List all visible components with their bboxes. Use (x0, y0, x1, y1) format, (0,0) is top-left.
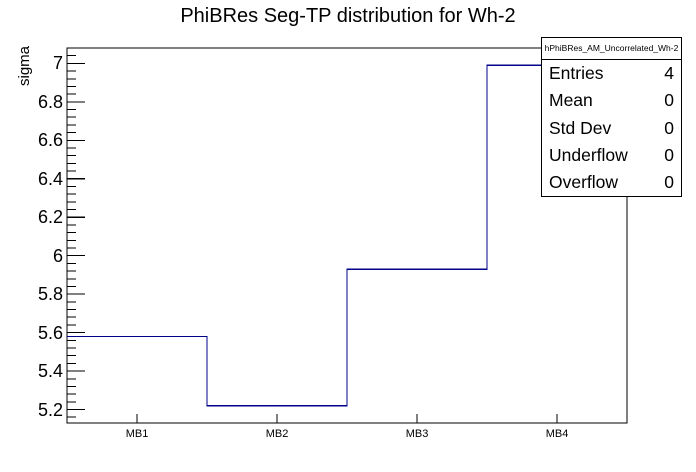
stats-row-label: Entries (549, 63, 604, 84)
y-tick-label: 6.4 (37, 168, 63, 189)
x-tick-label: MB2 (265, 428, 289, 440)
stats-row-label: Std Dev (549, 117, 612, 138)
y-tick-label: 5.4 (37, 361, 63, 382)
y-tick-label: 6.8 (37, 91, 63, 112)
y-tick-label: 5.6 (37, 322, 63, 343)
stats-row: Entries 4 (542, 60, 681, 87)
stats-row-value: 4 (664, 63, 674, 84)
stats-row: Mean 0 (542, 87, 681, 114)
y-tick-label: 5.8 (37, 284, 63, 305)
y-tick-label: 6 (52, 245, 63, 266)
x-tick-label: MB4 (545, 428, 569, 440)
stats-row-value: 0 (664, 171, 674, 192)
stats-box: hPhiBRes_AM_Uncorrelated_Wh-2 Entries 4 Me… (541, 37, 682, 197)
stats-row-value: 0 (664, 117, 674, 138)
y-tick-label: 5.2 (37, 399, 63, 420)
axes-frame (66, 47, 628, 424)
stats-row-value: 0 (664, 90, 674, 111)
stats-row: Overflow 0 (542, 169, 681, 196)
stats-box-title: hPhiBRes_AM_Uncorrelated_Wh-2 (542, 38, 681, 60)
stats-row: Std Dev 0 (542, 114, 681, 141)
stats-row: Underflow 0 (542, 142, 681, 169)
stats-rows: Entries 4 Mean 0 Std Dev 0 Underflow 0 Overflow 0 (542, 60, 681, 196)
x-tick-label: MB3 (405, 428, 429, 440)
y-tick-label: 7 (52, 53, 63, 74)
stats-row-label: Mean (549, 90, 593, 111)
stats-row-value: 0 (664, 144, 674, 165)
stats-row-label: Underflow (549, 144, 628, 165)
x-tick-label: MB1 (125, 428, 149, 440)
y-tick-label: 6.6 (37, 130, 63, 151)
y-tick-label: 6.2 (37, 207, 63, 228)
chart-title: PhiBRes Seg-TP distribution for Wh-2 (180, 5, 516, 27)
histogram-step-line (67, 64, 627, 407)
stats-row-label: Overflow (549, 171, 619, 192)
